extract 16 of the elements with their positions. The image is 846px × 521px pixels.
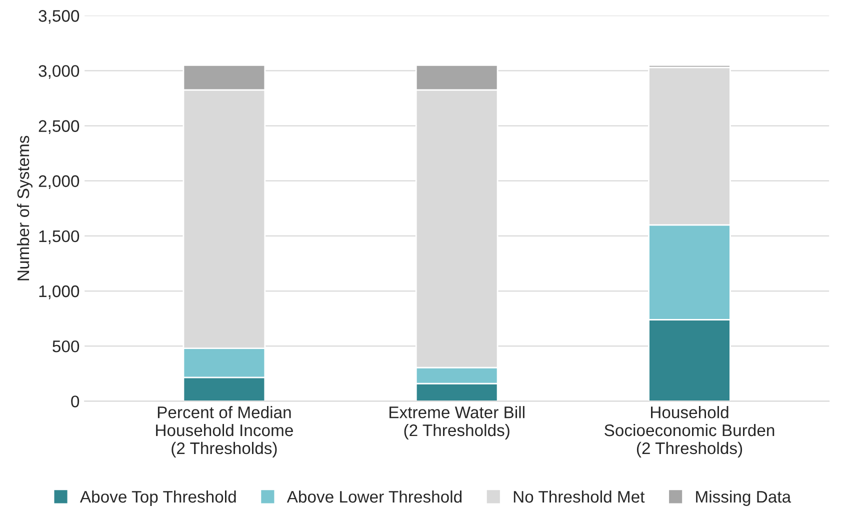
y-tick-label: 1,500 [39,230,80,244]
y-tick-label: 3,500 [38,10,80,24]
y-tick-label: 3,000 [38,65,80,79]
y-tick-label: 0 [71,396,80,408]
legend-label: Above Lower Threshold [286,490,462,503]
y-tick-label: 1,000 [39,285,80,300]
legend-label: No Threshold Met [514,490,645,503]
y-tick-label: 500 [52,340,80,352]
legend-label: Above Top Threshold [80,490,236,506]
y-tick-label: 2,000 [38,175,80,190]
x-tick-label: Percent of Median Household Income (2 Thresholds) [156,406,293,458]
x-tick-label: Extreme Water Bill (2 Thresholds) [390,406,524,440]
y-tick-label: 2,500 [38,120,80,134]
x-tick-label: Household Socioeconomic Burden (2 Thresholds) [604,406,774,458]
legend-label: Missing Data [696,490,792,506]
y-axis-title: Number of Systems [16,136,32,280]
